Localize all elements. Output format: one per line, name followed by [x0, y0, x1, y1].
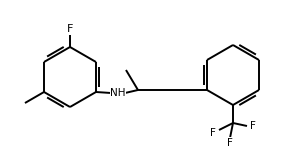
Text: F: F: [210, 128, 216, 138]
Text: NH: NH: [110, 88, 126, 98]
Text: F: F: [250, 121, 256, 131]
Text: F: F: [227, 138, 233, 148]
Text: F: F: [67, 24, 73, 34]
